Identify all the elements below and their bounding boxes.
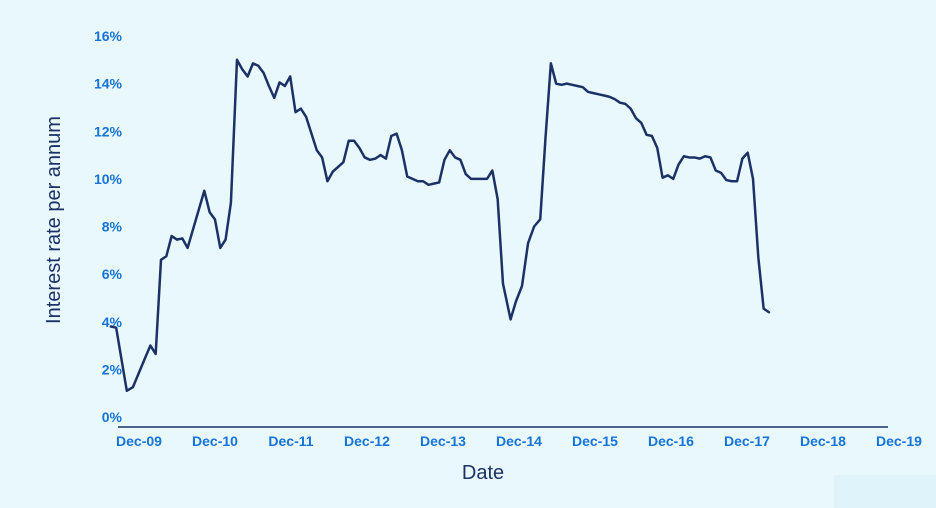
x-tick-label: Dec-11	[268, 433, 313, 449]
x-tick-label: Dec-12	[344, 433, 390, 449]
y-axis-label: Interest rate per annum	[43, 116, 65, 324]
y-tick-label: 0%	[102, 409, 123, 425]
y-tick-label: 12%	[94, 123, 123, 139]
y-tick-label: 6%	[102, 266, 123, 282]
corner-panel	[834, 475, 936, 508]
x-tick-label: Dec-10	[192, 433, 238, 449]
x-tick-label: Dec-15	[572, 433, 618, 449]
x-axis-ticks: Dec-09 Dec-10 Dec-11 Dec-12 Dec-13 Dec-14 Dec-…	[116, 433, 922, 449]
y-tick-label: 8%	[102, 219, 123, 235]
x-tick-label: Dec-14	[496, 433, 542, 449]
x-tick-label: Dec-13	[420, 433, 466, 449]
x-tick-label: Dec-17	[724, 433, 770, 449]
x-tick-label: Dec-18	[800, 433, 846, 449]
x-tick-label: Dec-19	[876, 433, 922, 449]
x-tick-label: Dec-09	[116, 433, 162, 449]
x-axis-label: Date	[462, 462, 504, 484]
y-tick-label: 16%	[94, 28, 123, 44]
x-tick-label: Dec-16	[648, 433, 694, 449]
y-tick-label: 2%	[102, 361, 123, 377]
y-tick-label: 10%	[94, 171, 123, 187]
y-axis-ticks: 0% 2% 4% 6% 8% 10% 12% 14% 16%	[94, 28, 123, 425]
y-tick-label: 4%	[102, 314, 123, 330]
interest-rate-line	[109, 58, 771, 393]
y-tick-label: 14%	[94, 76, 123, 92]
